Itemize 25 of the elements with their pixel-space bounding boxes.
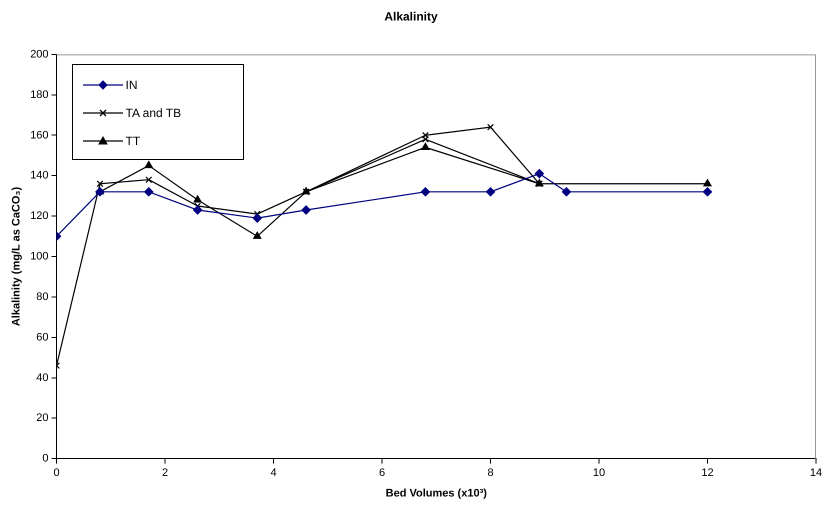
- x-tick-label: 8: [487, 467, 494, 480]
- y-tick-label: 40: [36, 372, 49, 384]
- legend-label: TT: [126, 134, 140, 148]
- y-tick-label: 180: [30, 88, 49, 101]
- y-tick-label: 0: [42, 452, 49, 465]
- x-axis-title: Bed Volumes (x10³): [386, 487, 488, 500]
- y-tick-label: 120: [30, 210, 49, 222]
- legend-label: IN: [126, 78, 138, 92]
- y-tick-label: 200: [30, 48, 49, 60]
- x-tick-label: 6: [378, 467, 386, 480]
- x-tick-label: 4: [270, 467, 277, 480]
- legend-label: TA and TB: [126, 106, 182, 120]
- y-tick-label: 140: [30, 170, 49, 182]
- x-tick-label: 12: [701, 467, 714, 480]
- y-axis-title: Alkalinity (mg/L as CaCO₃): [10, 186, 23, 326]
- y-tick-label: 60: [36, 331, 49, 344]
- x-tick-label: 10: [592, 467, 606, 480]
- y-tick-label: 80: [36, 290, 49, 303]
- x-tick-label: 14: [810, 467, 822, 480]
- y-tick-label: 20: [36, 412, 49, 424]
- x-tick-label: 2: [162, 467, 168, 480]
- y-tick-label: 160: [30, 129, 49, 142]
- x-tick-label: 0: [53, 467, 60, 480]
- chart-title: Alkalinity: [384, 10, 438, 24]
- y-tick-label: 100: [30, 250, 49, 263]
